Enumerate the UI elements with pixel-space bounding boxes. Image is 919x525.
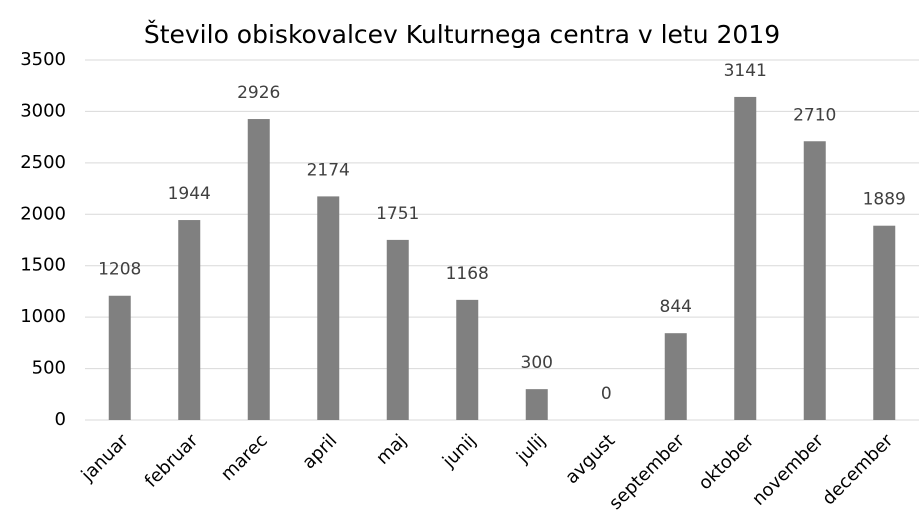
data-label: 844 <box>660 297 692 317</box>
y-tick-label: 500 <box>32 358 66 379</box>
bar <box>386 239 409 420</box>
bar <box>108 295 131 420</box>
y-tick-label: 0 <box>55 409 66 430</box>
y-tick-label: 2500 <box>20 152 66 173</box>
data-label: 2710 <box>793 105 836 125</box>
data-label: 1208 <box>98 260 141 280</box>
x-tick-label: januar <box>77 430 133 486</box>
data-label: 2174 <box>307 160 350 180</box>
x-tick-label: avgust <box>561 430 619 488</box>
x-tick-label: november <box>748 430 828 510</box>
bar <box>664 333 687 420</box>
chart-title: Število obiskovalcev Kulturnega centra v… <box>144 19 780 49</box>
x-tick-label: april <box>298 430 341 473</box>
bar <box>317 196 340 420</box>
bar <box>525 389 548 420</box>
x-tick-label: marec <box>217 430 272 485</box>
data-label: 1944 <box>168 184 211 204</box>
y-tick-label: 3500 <box>20 49 66 70</box>
data-label: 1751 <box>376 204 419 224</box>
x-tick-label: junij <box>438 430 480 472</box>
x-tick-label: september <box>605 430 689 514</box>
y-tick-label: 2000 <box>20 203 66 224</box>
bar <box>456 299 479 420</box>
x-tick-label: december <box>818 430 898 510</box>
data-label: 1168 <box>446 264 489 284</box>
bar <box>734 96 757 420</box>
data-label: 0 <box>601 384 612 404</box>
data-label: 1889 <box>863 190 906 210</box>
y-tick-label: 1500 <box>20 255 66 276</box>
data-label: 3141 <box>724 61 767 81</box>
bar <box>247 119 270 420</box>
y-tick-label: 1000 <box>20 306 66 327</box>
x-tick-label: maj <box>372 430 411 469</box>
y-tick-label: 3000 <box>20 100 66 121</box>
x-tick-label: julij <box>512 430 550 468</box>
bar <box>803 141 826 420</box>
x-tick-label: oktober <box>694 430 758 494</box>
bar <box>178 220 201 420</box>
x-tick-label: februar <box>141 430 203 492</box>
data-label: 300 <box>521 353 553 373</box>
bar <box>873 225 896 420</box>
data-label: 2926 <box>237 83 280 103</box>
